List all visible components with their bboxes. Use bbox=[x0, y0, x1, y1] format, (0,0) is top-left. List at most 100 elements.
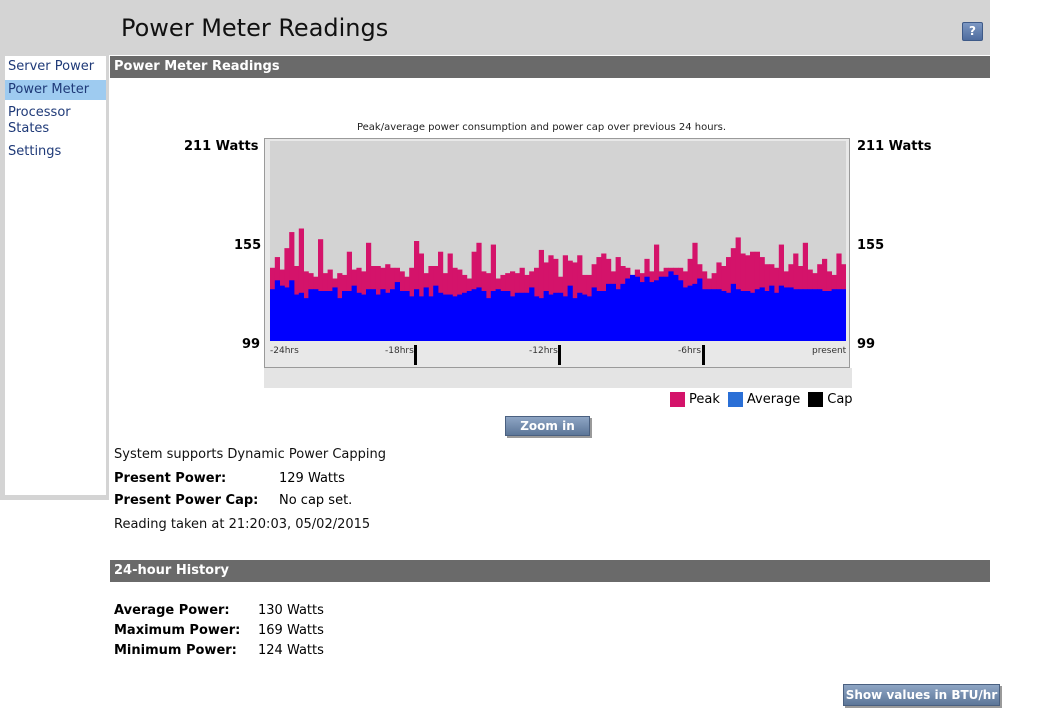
average-bar bbox=[798, 289, 804, 341]
x-tick-label-6hrs: -6hrs bbox=[678, 346, 702, 356]
capping-support-text: System supports Dynamic Power Capping bbox=[114, 447, 386, 462]
average-bar bbox=[308, 289, 314, 341]
page-title: Power Meter Readings bbox=[121, 14, 389, 42]
average-bar bbox=[490, 291, 496, 341]
max-power-value: 169 Watts bbox=[258, 623, 324, 638]
average-bar bbox=[673, 274, 679, 341]
average-bar bbox=[706, 289, 712, 341]
average-bar bbox=[654, 280, 660, 341]
reading-timestamp: Reading taken at 21:20:03, 05/02/2015 bbox=[114, 517, 371, 532]
average-bar bbox=[735, 289, 741, 341]
sidebar-item-processor-states[interactable]: Processor States bbox=[8, 105, 71, 136]
average-bar bbox=[342, 291, 348, 341]
average-bar bbox=[481, 291, 487, 341]
average-bar bbox=[404, 291, 410, 341]
power-chart bbox=[270, 141, 846, 341]
x-tick-label-12hrs: -12hrs bbox=[529, 346, 558, 356]
average-bar bbox=[639, 282, 645, 341]
average-bar bbox=[462, 292, 468, 341]
average-bar bbox=[817, 289, 823, 341]
average-bar bbox=[510, 296, 516, 341]
average-bar bbox=[452, 296, 458, 341]
legend-swatch-average bbox=[727, 392, 743, 407]
average-bar bbox=[740, 291, 746, 341]
average-bar bbox=[678, 280, 684, 341]
average-bar bbox=[486, 298, 492, 341]
average-bar bbox=[831, 289, 837, 341]
average-bar bbox=[351, 285, 357, 341]
average-bar bbox=[500, 291, 506, 341]
average-bar bbox=[663, 276, 669, 341]
average-bar bbox=[529, 287, 535, 341]
average-bar bbox=[524, 292, 530, 341]
average-bar bbox=[447, 294, 453, 341]
average-bar bbox=[505, 291, 511, 341]
show-btu-button[interactable]: Show values in BTU/hr bbox=[843, 684, 1000, 706]
legend-label-cap: Cap bbox=[827, 392, 853, 407]
average-bar bbox=[745, 291, 751, 341]
average-bar bbox=[442, 294, 448, 341]
average-bar bbox=[370, 289, 376, 341]
average-bar bbox=[802, 289, 808, 341]
legend-label-peak: Peak bbox=[689, 392, 720, 407]
title-bar bbox=[0, 0, 990, 55]
section-header-power-meter: Power Meter Readings bbox=[110, 56, 990, 78]
average-bar bbox=[615, 289, 621, 341]
average-bar bbox=[687, 285, 693, 341]
present-power-value: 129 Watts bbox=[279, 471, 345, 486]
average-bar bbox=[332, 287, 338, 341]
average-bar bbox=[418, 296, 424, 341]
average-bar bbox=[284, 287, 290, 341]
average-bar bbox=[543, 291, 549, 341]
average-bar bbox=[567, 285, 573, 341]
average-bar bbox=[562, 296, 568, 341]
avg-power-value: 130 Watts bbox=[258, 603, 324, 618]
sidebar-item-settings[interactable]: Settings bbox=[8, 144, 62, 159]
sidebar-item-power-meter[interactable]: Power Meter bbox=[5, 80, 106, 100]
chart-footer-band bbox=[264, 368, 852, 388]
average-bar bbox=[346, 291, 352, 341]
average-bar bbox=[788, 287, 794, 341]
average-bar bbox=[558, 292, 564, 341]
x-tick-mark bbox=[702, 345, 705, 365]
average-bar bbox=[356, 292, 362, 341]
average-bar bbox=[658, 276, 664, 341]
x-tick-label-18hrs: -18hrs bbox=[385, 346, 414, 356]
zoom-in-button[interactable]: Zoom in bbox=[505, 416, 590, 436]
average-bar bbox=[423, 287, 429, 341]
average-bar bbox=[692, 283, 698, 341]
average-bar bbox=[438, 292, 444, 341]
average-bar bbox=[270, 289, 276, 341]
help-button[interactable]: ? bbox=[962, 22, 983, 41]
average-bar bbox=[318, 291, 324, 341]
average-bar bbox=[697, 278, 703, 341]
average-bar bbox=[711, 289, 717, 341]
average-bar bbox=[394, 282, 400, 341]
average-bar bbox=[586, 296, 592, 341]
chart-title: Peak/average power consumption and power… bbox=[356, 122, 727, 133]
average-bar bbox=[682, 287, 688, 341]
average-bar bbox=[778, 285, 784, 341]
average-bar bbox=[466, 291, 472, 341]
average-bar bbox=[716, 289, 722, 341]
average-bar bbox=[668, 271, 674, 341]
x-tick-mark bbox=[558, 345, 561, 365]
average-bar bbox=[471, 289, 477, 341]
average-bar bbox=[634, 276, 640, 341]
average-bar bbox=[327, 291, 333, 341]
chart-legend: Peak Average Cap bbox=[670, 392, 861, 407]
present-power-label: Present Power: bbox=[114, 471, 227, 486]
average-bar bbox=[822, 291, 828, 341]
average-bar bbox=[298, 292, 304, 341]
average-bar bbox=[274, 280, 280, 341]
average-bar bbox=[495, 289, 501, 341]
average-bar bbox=[519, 292, 525, 341]
average-bar bbox=[361, 294, 367, 341]
average-bar bbox=[793, 289, 799, 341]
average-bar bbox=[783, 287, 789, 341]
average-bar bbox=[289, 280, 295, 341]
average-bar bbox=[774, 292, 780, 341]
sidebar-item-server-power[interactable]: Server Power bbox=[8, 59, 95, 74]
avg-power-label: Average Power: bbox=[114, 603, 230, 618]
peak-bar bbox=[298, 228, 304, 341]
